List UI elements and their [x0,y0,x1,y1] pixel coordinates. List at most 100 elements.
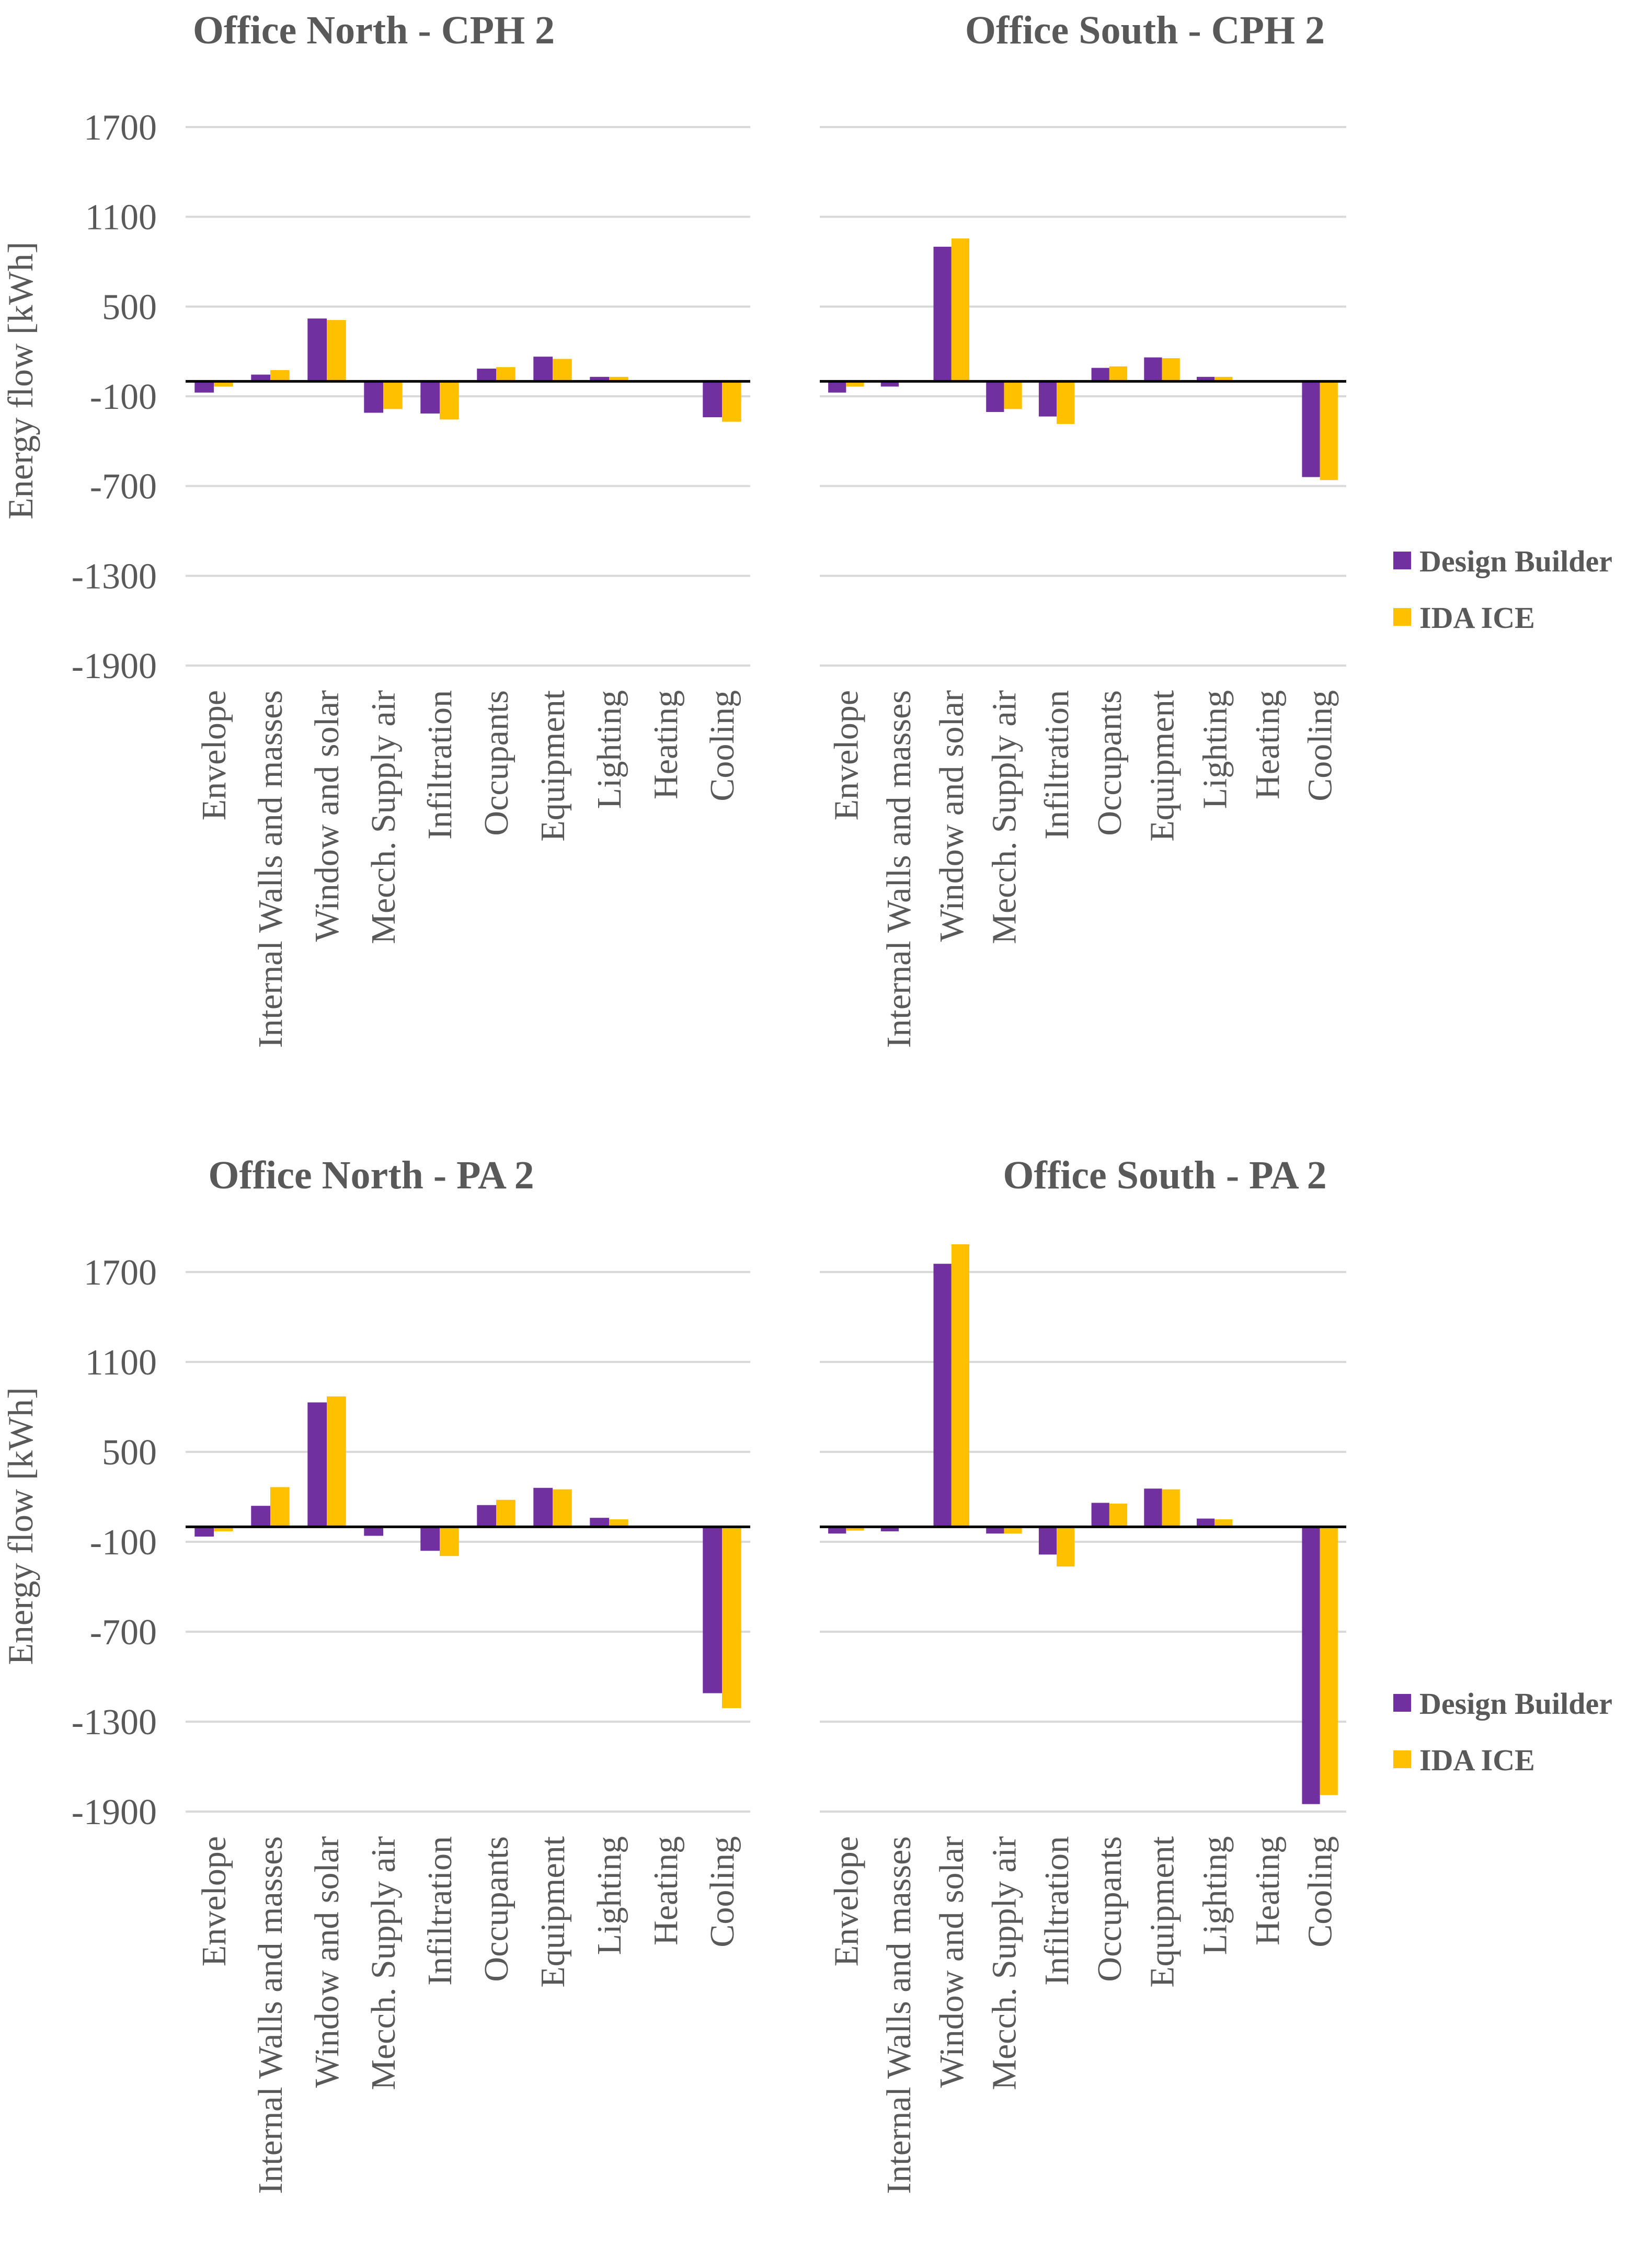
x-tick-label: Envelope [195,1836,233,1966]
y-tick-label: -1300 [72,1702,157,1743]
bar-ida-ice [1320,381,1338,480]
bar-ida-ice [553,1489,572,1527]
bar-design-builder [1197,376,1215,382]
x-tick-label: Infiltration [1038,690,1076,840]
x-tick-label: Occupants [1091,690,1129,836]
legend-swatch [1393,552,1411,569]
legend-swatch [1393,608,1411,626]
x-tick-label: Cooling [703,690,741,801]
bar-ida-ice [1162,1489,1180,1527]
x-tick-label: Envelope [195,690,233,820]
bar-ida-ice [270,370,290,382]
bar-design-builder [1144,1488,1162,1527]
bar-ida-ice [1004,1527,1022,1534]
bar-ida-ice [1109,1503,1128,1527]
bar-ida-ice [722,381,741,422]
x-tick-label: Lighting [1196,1836,1234,1955]
bar-design-builder [828,1527,846,1534]
x-tick-label: Window and solar [308,1836,346,2088]
bar-ida-ice [270,1487,290,1527]
bar-ida-ice [214,381,233,387]
x-tick-label: Infiltration [1038,1836,1076,1986]
bar-design-builder [590,376,609,382]
bar-design-builder [251,1506,270,1527]
y-tick-label: 500 [102,287,157,327]
bar-ida-ice [1162,358,1180,382]
legend-swatch [1393,1694,1411,1712]
y-tick-label: -100 [90,377,157,417]
x-tick-label: Lighting [590,690,628,809]
x-tick-label: Cooling [703,1836,741,1948]
y-tick-label: -1900 [72,646,157,686]
x-tick-label: Lighting [590,1836,628,1955]
x-tick-label: Equipment [1143,1836,1182,1988]
bar-design-builder [194,381,214,393]
x-tick-label: Mecch. Supply air [985,690,1023,944]
bar-design-builder [933,1264,952,1527]
x-tick-label: Equipment [534,1836,572,1988]
chart-panel-1: Office North - CPH 2 1700 1100 500 -100 -700 -… [1,8,1612,1048]
bar-ida-ice [383,381,403,409]
x-tick-label: Heating [1248,1836,1287,1945]
bar-ida-ice [1320,1527,1338,1795]
bar-ida-ice [327,320,346,382]
x-tick-label: Heating [647,690,685,799]
legend-label: IDA ICE [1419,1743,1535,1777]
bar-ida-ice [1214,376,1233,382]
bar-design-builder [986,381,1004,413]
bar-ida-ice [214,1527,233,1531]
legend-label: Design Builder [1419,544,1612,578]
y-tick-label: -100 [90,1522,157,1563]
bar-ida-ice [496,367,515,382]
bar-ida-ice [722,1527,741,1709]
x-tick-label: Mecch. Supply air [985,1836,1023,2090]
bar-ida-ice [1057,381,1075,424]
legend-swatch [1393,1750,1411,1768]
y-tick-label: 1700 [84,1253,157,1293]
bar-design-builder [251,374,270,382]
chart-panel-3: Office North - PA 2 1700 1100 500 -100 -700 -1… [1,1153,750,2194]
x-tick-label: Occupants [1091,1836,1129,1982]
bar-design-builder [420,381,440,414]
bar-design-builder [1038,381,1057,417]
bar-design-builder [703,1527,722,1693]
bar-design-builder [477,1505,496,1527]
x-tick-label: Infiltration [421,690,459,840]
x-tick-label: Lighting [1196,690,1234,809]
bar-ida-ice [1109,366,1128,382]
bar-design-builder [1197,1518,1215,1527]
bar-design-builder [420,1527,440,1551]
bar-design-builder [364,381,383,413]
bar-design-builder [1091,1503,1109,1527]
y-tick-label: 500 [102,1433,157,1473]
bar-design-builder [880,1527,899,1531]
bar-design-builder [307,318,327,382]
bar-design-builder [533,1487,553,1527]
chart-panel-4: Office South - PA 2 Envelope Internal Wall… [820,1153,1612,2194]
bar-ida-ice [1214,1519,1233,1527]
bar-design-builder [1144,357,1162,382]
x-tick-label: Internal Walls and masses [251,1836,290,2194]
bar-ida-ice [440,1527,459,1556]
x-tick-label: Mecch. Supply air [364,690,403,944]
y-tick-label: 1100 [85,1343,157,1383]
bar-design-builder [703,381,722,418]
chart-title: Office South - PA 2 [1003,1153,1326,1197]
x-tick-label: Equipment [534,690,572,842]
y-tick-label: -1900 [72,1792,157,1832]
bar-design-builder [933,246,952,382]
y-tick-label: 1100 [85,198,157,238]
chart-title: Office North - CPH 2 [193,8,555,52]
bar-ida-ice [440,381,459,420]
x-tick-label: Occupants [477,1836,515,1982]
x-tick-label: Equipment [1143,690,1182,842]
x-tick-label: Occupants [477,690,515,836]
bar-ida-ice [496,1499,515,1527]
x-tick-label: Infiltration [421,1836,459,1986]
bar-ida-ice [609,376,628,382]
x-tick-label: Envelope [827,1836,865,1966]
bar-design-builder [1302,1527,1320,1804]
bar-ida-ice [553,359,572,382]
